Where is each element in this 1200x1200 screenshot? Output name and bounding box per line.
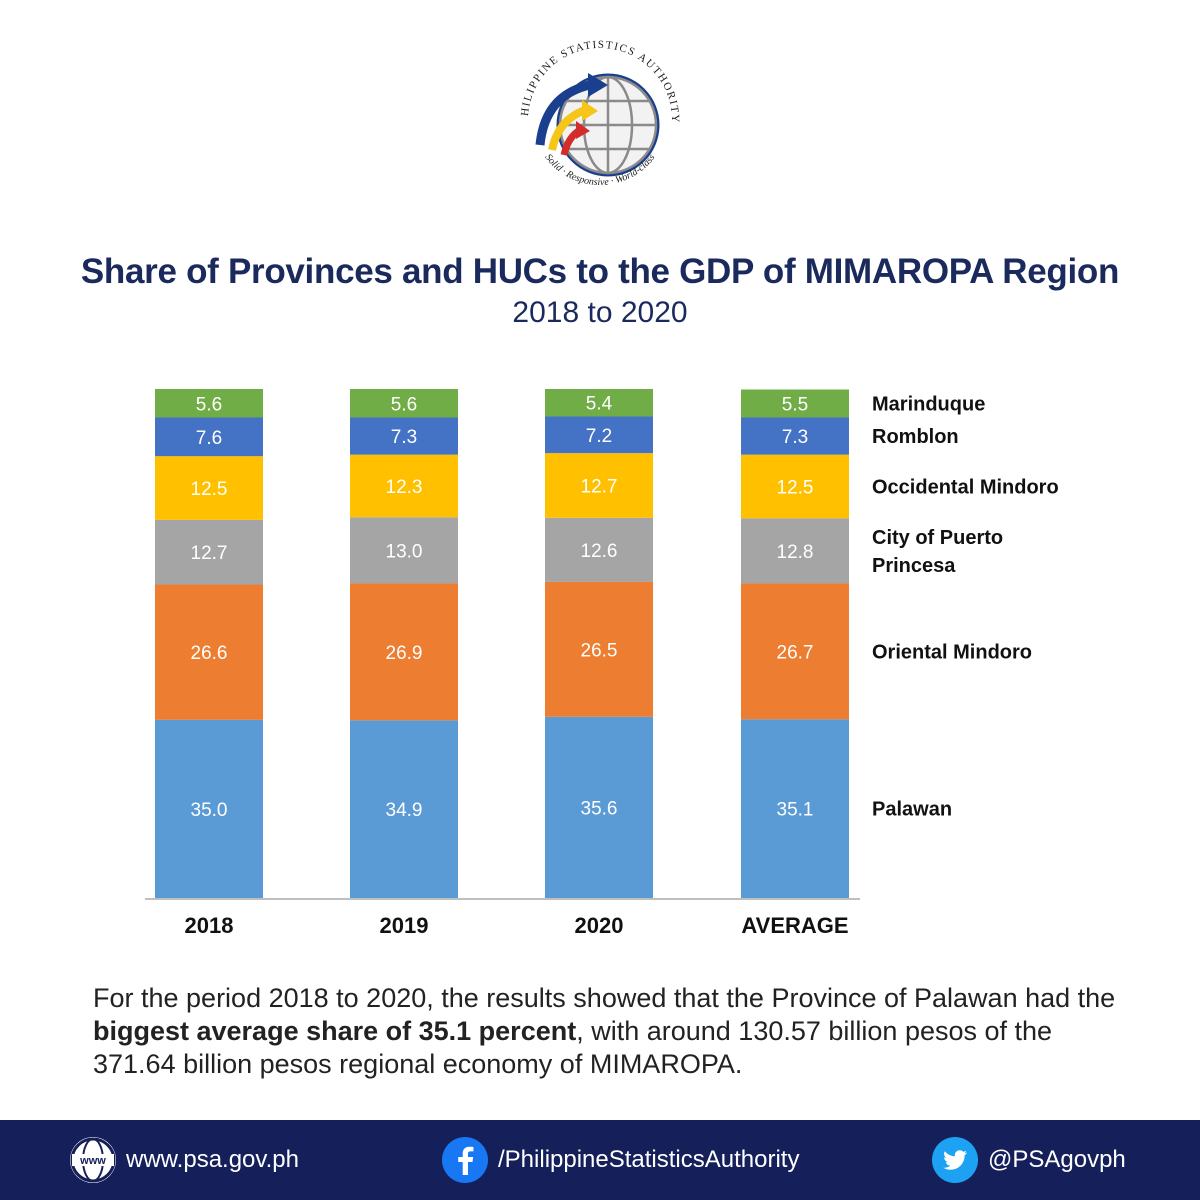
summary-highlight: biggest average share of 35.1 percent (93, 1016, 577, 1046)
website-label: www.psa.gov.ph (126, 1146, 299, 1173)
data-label-5-3: 5.5 (782, 395, 808, 416)
bar-segment-4-0 (155, 417, 263, 457)
legend-entry-3: Occidental Mindoro (872, 476, 1059, 498)
data-label-4-3: 7.3 (782, 427, 808, 448)
data-label-5-0: 5.6 (196, 394, 222, 415)
globe-icon-text: www (79, 1155, 106, 1167)
summary-part1: For the period 2018 to 2020, the results… (93, 983, 1116, 1013)
bar-segment-5-3 (741, 389, 849, 418)
twitter-label: @PSAgovph (988, 1146, 1126, 1173)
legend-entry-4: Romblon (872, 426, 959, 448)
data-label-3-2: 12.7 (581, 476, 618, 497)
data-label-2-3: 12.8 (777, 542, 814, 563)
data-label-1-3: 26.7 (777, 642, 814, 663)
data-label-1-1: 26.9 (386, 643, 423, 664)
data-label-0-2: 35.6 (581, 798, 618, 819)
bar-segment-4-3 (741, 417, 849, 455)
bar-segment-4-2 (545, 416, 653, 454)
legend-entry-0: Palawan (872, 799, 952, 821)
bar-segment-3-0 (155, 456, 263, 520)
data-label-0-3: 35.1 (777, 800, 814, 821)
bar-segment-5-1 (350, 389, 458, 418)
bar-segment-0-0 (155, 719, 263, 898)
bar-segment-3-3 (741, 454, 849, 519)
globe-icon: www (70, 1137, 116, 1183)
legend-entry-1: Oriental Mindoro (872, 641, 1032, 663)
bar-segment-1-2 (545, 581, 653, 717)
summary-text: For the period 2018 to 2020, the results… (93, 982, 1123, 1081)
x-tick-label-1: 2019 (380, 913, 429, 938)
bar-segment-2-0 (155, 519, 263, 585)
legend-entry-2: City of Puerto Princesa (872, 527, 1003, 577)
data-label-0-1: 34.9 (386, 800, 423, 821)
bar-segment-1-0 (155, 584, 263, 720)
bar-segment-5-2 (545, 389, 653, 417)
data-label-5-2: 5.4 (586, 394, 613, 415)
x-tick-label-0: 2018 (185, 913, 234, 938)
chart-title: Share of Provinces and HUCs to the GDP o… (80, 252, 1120, 291)
bar-segment-3-1 (350, 454, 458, 518)
data-label-2-1: 13.0 (386, 541, 423, 562)
data-label-5-1: 5.6 (391, 394, 417, 415)
data-label-0-0: 35.0 (191, 800, 228, 821)
facebook-icon (442, 1137, 488, 1183)
stacked-bar-chart: 35.0 26.6 12.7 12.5 7.6 5.6 2018 34.9 26.9 13.0 12… (145, 389, 1059, 938)
data-label-2-0: 12.7 (191, 543, 228, 564)
facebook-link[interactable]: /PhilippineStatisticsAuthority (442, 1120, 799, 1200)
data-label-4-2: 7.2 (586, 426, 612, 447)
twitter-link[interactable]: @PSAgovph (932, 1120, 1126, 1200)
bar-segment-4-1 (350, 417, 458, 455)
x-tick-label-3: AVERAGE (741, 913, 848, 938)
data-label-2-2: 12.6 (581, 541, 618, 562)
bar-segment-1-3 (741, 583, 849, 720)
bar-segment-5-0 (155, 389, 263, 418)
bar-segment-3-2 (545, 453, 653, 518)
data-label-1-2: 26.5 (581, 640, 618, 661)
data-label-3-0: 12.5 (191, 479, 228, 500)
data-label-4-1: 7.3 (391, 427, 417, 448)
bar-segment-2-3 (741, 518, 849, 584)
data-label-4-0: 7.6 (196, 428, 222, 449)
x-tick-label-2: 2020 (575, 913, 624, 938)
summary-part2: , with around 130.57 billion pesos of th… (93, 1016, 1053, 1079)
bar-segment-2-2 (545, 517, 653, 582)
data-label-3-3: 12.5 (777, 477, 814, 498)
twitter-icon (932, 1137, 978, 1183)
bar-segment-1-1 (350, 583, 458, 721)
facebook-label: /PhilippineStatisticsAuthority (498, 1146, 800, 1173)
legend-entry-5: Marinduque (872, 394, 985, 416)
bar-segment-0-3 (741, 719, 849, 898)
psa-logo: PHILIPPINE STATISTICS AUTHORITY Solid · … (496, 16, 700, 205)
website-link[interactable]: www www.psa.gov.ph (70, 1120, 299, 1200)
bar-segment-2-1 (350, 517, 458, 584)
data-label-1-0: 26.6 (191, 643, 228, 664)
footer-bar: www www.psa.gov.ph /PhilippineStatistics… (0, 1120, 1200, 1200)
bar-segment-0-2 (545, 716, 653, 898)
bar-segment-0-1 (350, 720, 458, 898)
data-label-3-1: 12.3 (386, 477, 423, 498)
chart-subtitle: 2018 to 2020 (512, 296, 688, 329)
